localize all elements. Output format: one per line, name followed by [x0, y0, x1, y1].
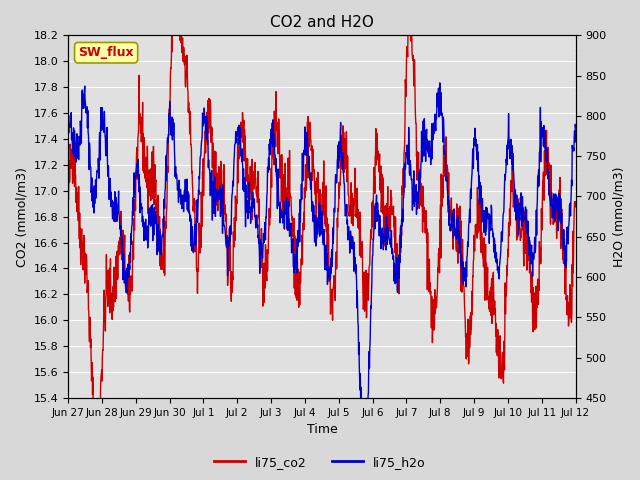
li75_h2o — [572, 124, 579, 130]
li75_h2o — [290, 270, 298, 276]
li75_co2 — [572, 199, 579, 204]
li75_co2 — [291, 232, 298, 238]
li75_h2o — [436, 80, 444, 86]
li75_h2o — [64, 118, 72, 124]
li75_h2o — [358, 403, 365, 409]
li75_h2o — [353, 305, 361, 311]
li75_co2 — [90, 408, 97, 414]
li75_h2o — [300, 158, 307, 164]
Y-axis label: H2O (mmol/m3): H2O (mmol/m3) — [612, 167, 625, 267]
Y-axis label: CO2 (mmol/m3): CO2 (mmol/m3) — [15, 167, 28, 266]
li75_co2 — [300, 209, 308, 215]
li75_co2 — [104, 304, 111, 310]
Text: SW_flux: SW_flux — [78, 46, 134, 59]
li75_co2 — [280, 206, 288, 212]
li75_co2 — [170, 20, 177, 25]
Line: li75_h2o: li75_h2o — [68, 83, 575, 406]
li75_co2 — [64, 193, 72, 199]
X-axis label: Time: Time — [307, 423, 337, 436]
li75_h2o — [104, 157, 111, 163]
Line: li75_co2: li75_co2 — [68, 23, 575, 411]
li75_co2 — [125, 298, 132, 304]
li75_co2 — [354, 218, 362, 224]
li75_h2o — [124, 261, 132, 267]
li75_h2o — [280, 213, 287, 219]
Legend: li75_co2, li75_h2o: li75_co2, li75_h2o — [209, 451, 431, 474]
Title: CO2 and H2O: CO2 and H2O — [270, 15, 374, 30]
